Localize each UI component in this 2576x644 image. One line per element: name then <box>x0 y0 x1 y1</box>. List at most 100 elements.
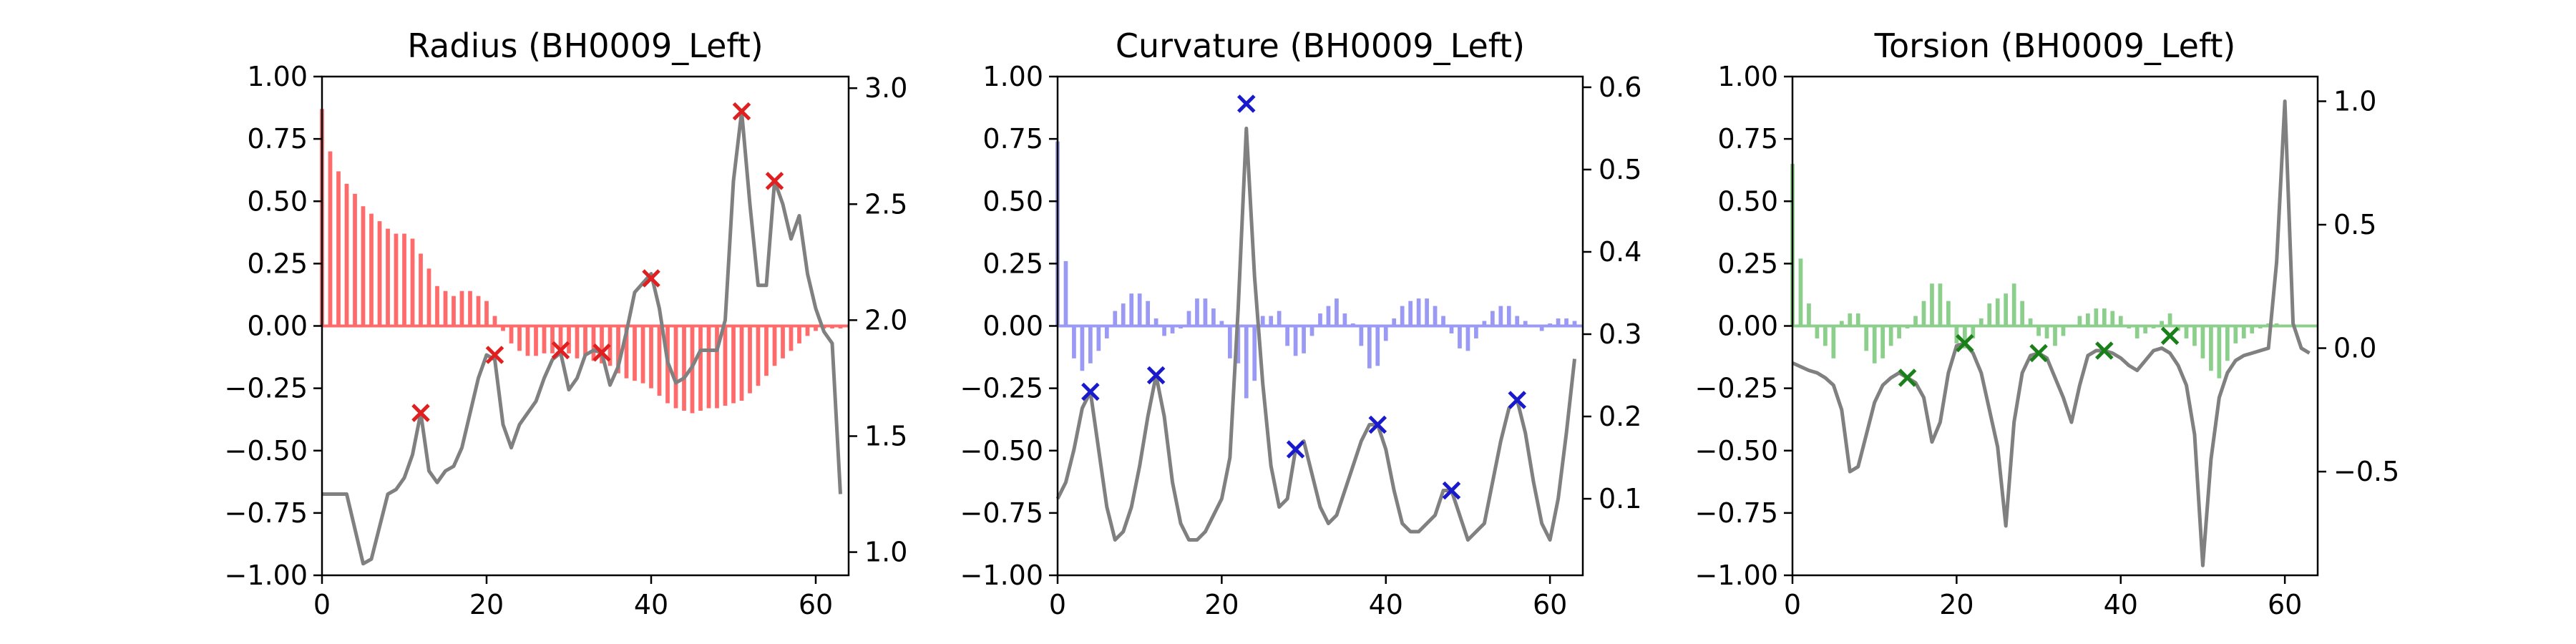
radius-bar <box>567 326 571 353</box>
radius-bar <box>649 326 653 389</box>
radius-bar <box>476 296 481 326</box>
torsion-ytick-label: −0.25 <box>1695 373 1778 404</box>
curvature-bar <box>1121 303 1126 326</box>
torsion-bar <box>1848 313 1853 326</box>
torsion-bar <box>2241 326 2246 338</box>
curvature-ytick-label: 1.00 <box>982 61 1043 92</box>
curvature-bar <box>1523 321 1528 326</box>
curvature-bar <box>1482 321 1487 326</box>
torsion-marker <box>2160 326 2180 346</box>
torsion-ytick-label: −0.75 <box>1695 497 1778 529</box>
torsion-bar <box>1946 301 1951 326</box>
radius-bar <box>715 326 719 409</box>
curvature-xtick-label: 40 <box>1369 589 1403 620</box>
torsion-ytick-label: −0.50 <box>1695 435 1778 467</box>
radius-bar <box>344 183 349 326</box>
torsion-bar <box>1807 303 1811 326</box>
torsion-bar <box>2160 321 2164 326</box>
panel-radius: Radius (BH0009_Left) 1.000.750.500.250.0… <box>225 26 908 620</box>
curvature-marker <box>1081 382 1100 401</box>
torsion-bar <box>1864 326 1869 351</box>
radius-bar <box>789 326 794 351</box>
torsion-bar <box>1938 283 1943 326</box>
curvature-marker <box>1442 481 1461 500</box>
radius-y2tick-label: 1.0 <box>864 537 907 568</box>
radius-bar <box>501 326 505 331</box>
torsion-bar <box>1971 326 1976 338</box>
radius-bar <box>657 326 662 396</box>
curvature-y2tick-label: 0.1 <box>1599 483 1641 514</box>
radius-y2tick-label: 3.0 <box>864 72 907 104</box>
torsion-bar <box>1872 326 1877 364</box>
radius-marker <box>485 346 504 364</box>
curvature-ytick-label: −0.75 <box>960 497 1043 529</box>
radius-marker <box>765 172 784 190</box>
curvature-bar <box>1285 326 1289 346</box>
chart-title-radius: Radius (BH0009_Left) <box>407 26 763 65</box>
radius-bar <box>756 326 761 386</box>
curvature-bar <box>1113 311 1118 326</box>
radius-bar <box>698 326 703 411</box>
radius-bar <box>459 291 464 326</box>
torsion-bar <box>2086 313 2090 326</box>
radius-bar <box>706 326 711 409</box>
curvature-bar <box>1227 326 1232 358</box>
curvature-y2tick-label: 0.4 <box>1599 236 1641 268</box>
curvature-bar <box>1096 326 1101 351</box>
torsion-ytick-label: 0.00 <box>1717 311 1778 342</box>
curvature-ytick-label: −1.00 <box>960 560 1043 591</box>
curvature-y2tick-label: 0.3 <box>1599 318 1641 350</box>
torsion-bar <box>2250 326 2255 333</box>
torsion-bar <box>2225 326 2230 361</box>
radius-bar <box>591 326 596 361</box>
curvature-bar <box>1293 326 1298 356</box>
curvature-marker <box>1146 366 1166 385</box>
torsion-bar <box>1888 326 1893 346</box>
curvature-bar <box>1153 318 1158 326</box>
torsion-bar <box>2209 326 2213 371</box>
radius-marker <box>411 404 430 422</box>
radius-bar <box>443 291 448 326</box>
curvature-bar <box>1137 293 1142 326</box>
torsion-y2tick-label: −0.5 <box>2333 456 2399 487</box>
torsion-bar <box>2053 326 2057 346</box>
torsion-bar <box>2200 326 2205 358</box>
curvature-bar <box>1302 326 1306 353</box>
torsion-bar <box>2167 313 2172 326</box>
torsion-bar <box>1855 313 1860 326</box>
panel-curvature: Curvature (BH0009_Left) 1.000.750.500.25… <box>960 26 1642 620</box>
curvature-y2tick-label: 0.6 <box>1599 72 1641 103</box>
curvature-bar <box>1211 308 1216 326</box>
curvature-bar <box>1375 326 1380 366</box>
curvature-bar <box>1063 260 1068 326</box>
radius-bar <box>558 326 563 351</box>
curvature-xtick-label: 0 <box>1049 589 1066 620</box>
radius-bar <box>386 228 390 326</box>
curvature-bar <box>1104 326 1109 338</box>
radius-bar <box>600 326 604 364</box>
torsion-ytick-label: −1.00 <box>1695 560 1778 591</box>
curvature-bar <box>1195 298 1199 326</box>
radius-bar <box>731 326 736 404</box>
radius-marker <box>642 269 660 288</box>
curvature-marker <box>1508 391 1527 409</box>
radius-bar <box>772 326 777 366</box>
torsion-bar <box>2044 326 2049 338</box>
torsion-bar <box>2192 326 2197 346</box>
torsion-bar <box>2217 326 2222 379</box>
curvature-bar <box>1383 326 1388 341</box>
radius-bar <box>814 326 818 331</box>
radius-bar <box>797 326 801 343</box>
curvature-marker <box>1286 440 1305 459</box>
plot-area-torsion: 1.000.750.500.250.00−0.25−0.50−0.75−1.00… <box>1695 61 2400 620</box>
radius-bar <box>435 286 439 326</box>
torsion-bar <box>1954 326 1959 343</box>
curvature-bar <box>1203 298 1208 326</box>
torsion-bar <box>1823 326 1828 346</box>
torsion-bar <box>2028 318 2033 326</box>
torsion-ytick-label: 0.75 <box>1717 123 1778 155</box>
torsion-bar <box>2102 308 2107 326</box>
torsion-bar <box>1987 303 1992 326</box>
curvature-bar <box>1433 306 1438 326</box>
torsion-line-series <box>1791 99 2311 567</box>
